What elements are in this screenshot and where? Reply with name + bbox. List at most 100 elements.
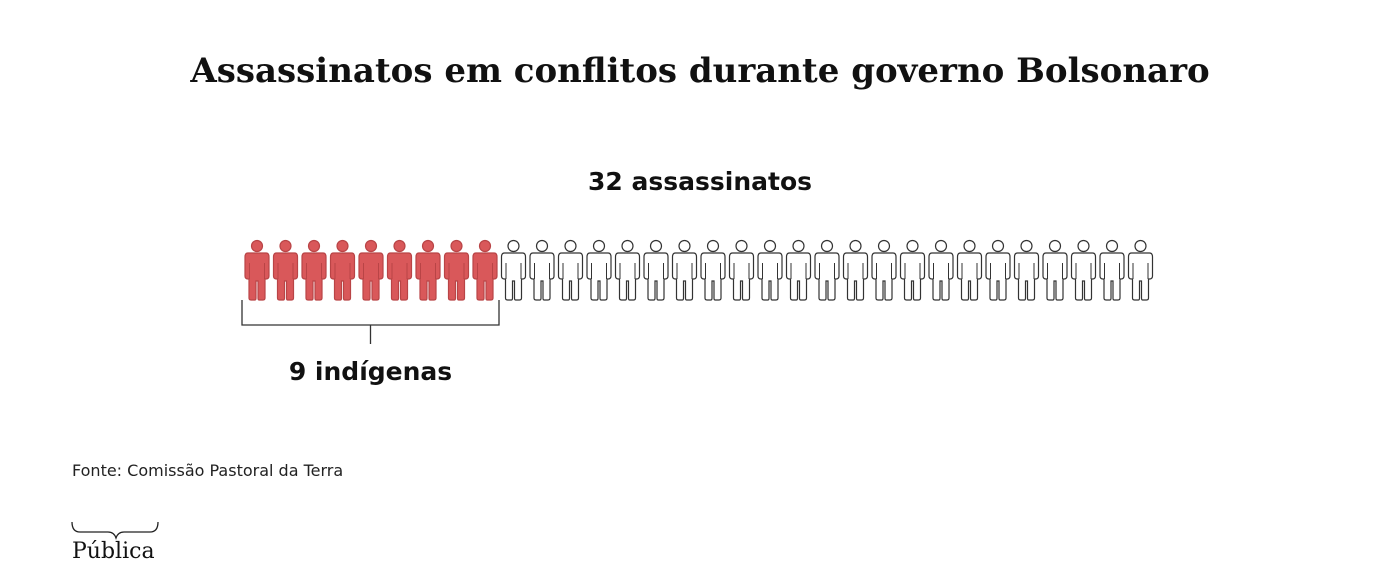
- icon-body: [871, 252, 897, 301]
- person-icon: [500, 239, 527, 301]
- person-icon: [842, 239, 869, 301]
- person-icon: [671, 239, 698, 301]
- icon-body: [1013, 252, 1040, 301]
- icon-body: [443, 252, 470, 301]
- person-icon: [415, 239, 441, 301]
- icon-arms: [1104, 263, 1120, 279]
- icon-arms: [904, 263, 921, 279]
- person-icon: [1042, 239, 1068, 301]
- logo: Pública: [72, 539, 155, 564]
- icon-head: [250, 239, 264, 253]
- icon-body: [1070, 252, 1097, 301]
- icon-head: [364, 239, 378, 253]
- icon-body: [415, 252, 441, 301]
- source: Fonte: Comissão Pastoral da Terra: [72, 461, 343, 480]
- person-icon: [329, 239, 356, 301]
- icon-arms: [990, 263, 1006, 279]
- person-icon: [529, 239, 555, 301]
- icon-body: [700, 252, 726, 301]
- person-icon: [1013, 239, 1040, 301]
- bracket-line: [241, 300, 500, 344]
- icon-head: [934, 239, 948, 253]
- person-icon: [757, 239, 783, 301]
- person-icon: [244, 239, 270, 301]
- person-icon: [956, 239, 983, 301]
- icon-head: [592, 239, 606, 253]
- person-icon: [386, 239, 413, 301]
- person-icon: [358, 239, 384, 301]
- icon-arms: [420, 263, 436, 279]
- icon-head: [678, 239, 691, 253]
- icon-arms: [790, 263, 807, 279]
- person-icon: [1099, 239, 1125, 301]
- icon-body: [244, 252, 270, 301]
- icon-head: [507, 239, 520, 253]
- icon-head: [535, 239, 549, 253]
- icon-body: [500, 252, 527, 301]
- icon-arms: [363, 263, 379, 279]
- person-icon: [472, 239, 498, 301]
- person-icon: [614, 239, 641, 301]
- person-icon: [899, 239, 926, 301]
- icon-arms: [1075, 263, 1092, 279]
- icon-arms: [534, 263, 550, 279]
- icon-body: [529, 252, 555, 301]
- icon-body: [643, 252, 669, 301]
- icon-arms: [933, 263, 949, 279]
- icon-head: [906, 239, 919, 253]
- person-icon: [985, 239, 1011, 301]
- person-icon: [814, 239, 840, 301]
- icon-body: [358, 252, 384, 301]
- icon-head: [478, 239, 492, 253]
- icon-body: [1099, 252, 1125, 301]
- person-icon: [728, 239, 755, 301]
- icon-head: [963, 239, 976, 253]
- icon-arms: [591, 263, 607, 279]
- icon-arms: [448, 263, 465, 279]
- icon-body: [329, 252, 356, 301]
- icon-head: [307, 239, 321, 253]
- icon-body: [557, 252, 584, 301]
- icon-arms: [505, 263, 522, 279]
- logo-brace: [71, 521, 159, 541]
- icon-arms: [477, 263, 493, 279]
- total-label: 32 assassinatos: [588, 167, 812, 196]
- person-icon: [928, 239, 954, 301]
- icon-arms: [277, 263, 294, 279]
- icon-head: [421, 239, 435, 253]
- icon-arms: [676, 263, 693, 279]
- person-icon: [785, 239, 812, 301]
- person-icon: [1127, 239, 1154, 301]
- chart-title: Assassinatos em conflitos durante govern…: [189, 51, 1209, 91]
- icon-arms: [1018, 263, 1035, 279]
- icon-arms: [249, 263, 265, 279]
- icon-arms: [562, 263, 579, 279]
- icon-body: [614, 252, 641, 301]
- bracket: [241, 300, 500, 344]
- icon-body: [985, 252, 1011, 301]
- icon-body: [272, 252, 299, 301]
- person-icon: [557, 239, 584, 301]
- icon-arms: [648, 263, 664, 279]
- icon-body: [928, 252, 954, 301]
- icon-head: [336, 239, 349, 253]
- icon-arms: [876, 263, 892, 279]
- icon-head: [621, 239, 634, 253]
- icon-head: [1020, 239, 1033, 253]
- icon-body: [1042, 252, 1068, 301]
- icon-head: [564, 239, 577, 253]
- icon-head: [1048, 239, 1062, 253]
- person-icon: [643, 239, 669, 301]
- icon-arms: [306, 263, 322, 279]
- person-icon: [700, 239, 726, 301]
- icon-arms: [1047, 263, 1063, 279]
- icon-body: [586, 252, 612, 301]
- icon-head: [763, 239, 777, 253]
- person-icon: [871, 239, 897, 301]
- icon-body: [785, 252, 812, 301]
- icon-arms: [705, 263, 721, 279]
- icon-arms: [391, 263, 408, 279]
- icon-arms: [733, 263, 750, 279]
- icon-arms: [619, 263, 636, 279]
- icon-head: [877, 239, 891, 253]
